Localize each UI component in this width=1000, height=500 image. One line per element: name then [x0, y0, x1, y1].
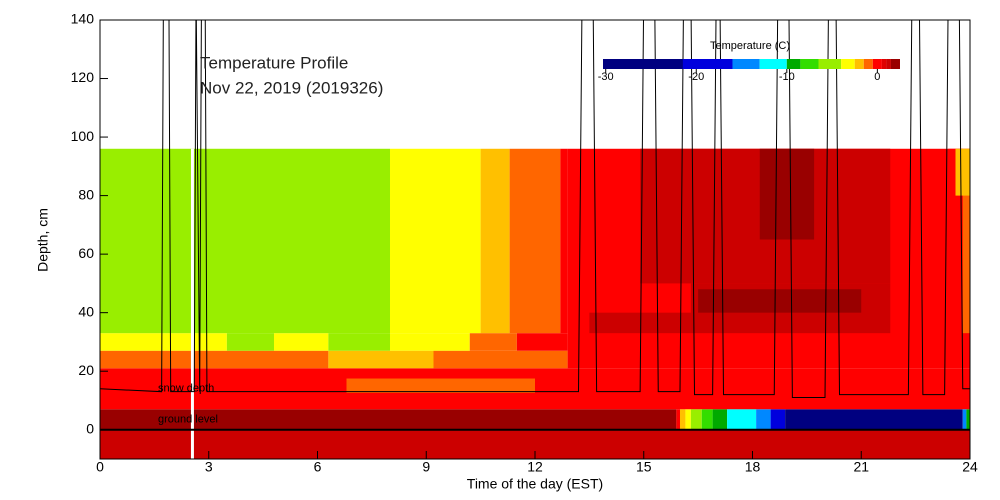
- colorbar-tick-label: -10: [779, 71, 795, 83]
- x-axis-label: Time of the day (EST): [467, 476, 603, 492]
- colorbar-tick-label: 0: [874, 71, 880, 83]
- colorbar-tick-label: -20: [688, 71, 704, 83]
- colorbar-swatch: [881, 59, 887, 69]
- colorbar: -30 -20 -10 0: [598, 59, 900, 83]
- chart-subtitle: Nov 22, 2019 (2019326): [200, 78, 383, 97]
- snow-depth-label: snow depth: [158, 383, 214, 395]
- heat-cell: [480, 148, 510, 334]
- colorbar-swatch: [841, 59, 855, 69]
- heat-cell: [100, 333, 227, 351]
- heat-cell: [100, 148, 390, 334]
- heat-cell: [685, 409, 691, 430]
- y-tick-label: 0: [86, 420, 94, 436]
- colorbar-swatch: [682, 59, 733, 69]
- x-tick-label: 15: [636, 459, 652, 475]
- heat-cell: [328, 350, 434, 369]
- colorbar-tick-label: -30: [598, 71, 614, 83]
- heat-cell: [433, 350, 568, 369]
- heat-cell: [100, 409, 677, 430]
- x-tick-label: 21: [853, 459, 869, 475]
- colorbar-swatch: [863, 59, 873, 69]
- heatmap: [100, 148, 970, 459]
- heat-cell: [712, 409, 728, 430]
- x-tick-label: 0: [96, 459, 104, 475]
- colorbar-title: Temperature (C): [710, 40, 790, 52]
- heat-cell: [516, 333, 568, 351]
- colorbar-swatch: [818, 59, 842, 69]
- heat-cell: [701, 409, 713, 430]
- heat-cell: [690, 409, 702, 430]
- snow-depth-line: [100, 20, 970, 399]
- chart-title: Temperature Profile: [200, 53, 348, 72]
- y-tick-label: 60: [78, 245, 94, 261]
- heat-cell: [560, 148, 568, 334]
- heat-cell: [785, 409, 963, 430]
- x-tick-label: 12: [527, 459, 543, 475]
- heat-cell: [680, 409, 686, 430]
- colorbar-swatch: [732, 59, 760, 69]
- y-tick-label: 80: [78, 186, 94, 202]
- colorbar-swatch: [800, 59, 819, 69]
- heat-cell: [770, 409, 786, 430]
- heat-cell: [509, 148, 561, 334]
- y-tick-label: 100: [71, 128, 95, 144]
- heat-cell: [698, 289, 862, 313]
- colorbar-swatch: [872, 59, 882, 69]
- overlay: ground level snow depth: [100, 20, 970, 459]
- y-tick-label: 20: [78, 362, 94, 378]
- x-tick-label: 6: [314, 459, 322, 475]
- heat-cell: [328, 333, 390, 351]
- heat-cell: [727, 409, 757, 430]
- ground-level-label: ground level: [158, 414, 218, 426]
- heat-cell: [100, 350, 329, 369]
- heat-cell: [962, 148, 970, 334]
- x-tick-label: 3: [205, 459, 213, 475]
- heat-cell: [346, 378, 535, 393]
- heat-cell: [966, 409, 970, 430]
- heat-cell: [759, 148, 815, 240]
- y-tick-label: 140: [71, 11, 95, 27]
- x-tick-label: 18: [745, 459, 761, 475]
- heat-cell: [962, 409, 967, 430]
- heat-cell: [589, 312, 691, 334]
- colorbar-swatch: [759, 59, 787, 69]
- heat-cell: [469, 333, 517, 351]
- x-tick-label: 9: [422, 459, 430, 475]
- heat-cell: [274, 333, 329, 351]
- x-tick-label: 24: [962, 459, 978, 475]
- colorbar-swatch: [786, 59, 801, 69]
- y-axis-label: Depth, cm: [35, 208, 51, 272]
- colorbar-swatch: [854, 59, 864, 69]
- heat-cell: [226, 333, 274, 351]
- heat-cell: [676, 409, 680, 430]
- heat-cell: [390, 148, 481, 334]
- colorbar-swatch: [886, 59, 891, 69]
- y-tick-label: 120: [71, 69, 95, 85]
- heat-cell: [390, 333, 470, 351]
- heat-cell: [955, 148, 970, 196]
- heat-cell: [756, 409, 771, 430]
- colorbar-swatch: [603, 59, 683, 69]
- colorbar-swatch: [890, 59, 900, 69]
- y-tick-label: 40: [78, 303, 94, 319]
